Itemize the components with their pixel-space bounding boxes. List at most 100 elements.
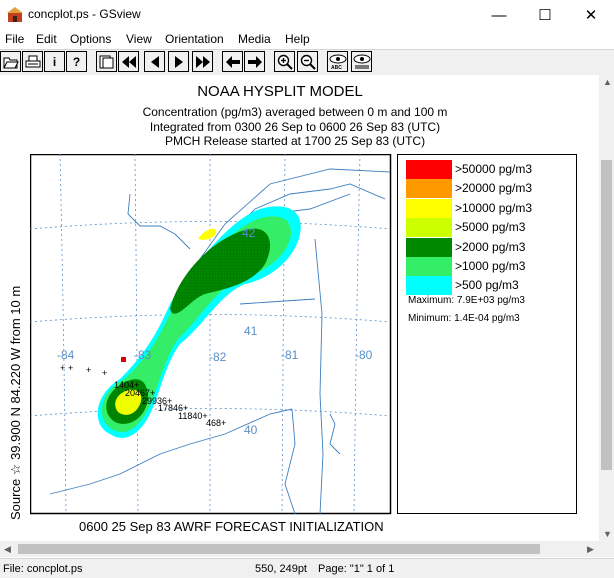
find-eye-icon: ABC xyxy=(329,54,346,70)
sampler-value-2: 20467+ xyxy=(125,388,155,398)
help-button[interactable]: ? xyxy=(66,51,87,72)
minimize-button[interactable]: — xyxy=(491,6,507,24)
legend-label: >10000 pg/m3 xyxy=(455,200,533,215)
horizontal-scroll-thumb[interactable] xyxy=(18,544,540,554)
legend-swatch xyxy=(406,198,452,218)
document-view[interactable]: NOAA HYSPLIT MODEL Concentration (pg/m3)… xyxy=(0,75,599,541)
plot-subtitle-line3: PMCH Release started at 1700 25 Sep 83 (… xyxy=(164,134,426,148)
legend-swatch xyxy=(406,237,452,257)
lat-label-42: 42 xyxy=(242,226,256,240)
zoom-out-button[interactable] xyxy=(297,51,318,72)
lat-label-41: 41 xyxy=(244,324,258,338)
lon-label-83: -83 xyxy=(134,348,152,362)
menu-file[interactable]: File xyxy=(5,32,25,46)
plot-footer: 0600 25 Sep 83 AWRF FORECAST INITIALIZAT… xyxy=(79,519,384,534)
menu-options[interactable]: Options xyxy=(70,32,112,46)
lon-label-82: -82 xyxy=(209,350,227,364)
prev-page-button[interactable] xyxy=(144,51,165,72)
window-title: concplot.ps - GSview xyxy=(28,7,141,21)
maximize-button[interactable]: ☐ xyxy=(538,7,552,24)
print-icon xyxy=(25,55,40,67)
plot-subtitle-line1: Concentration (pg/m3) averaged between 0… xyxy=(142,105,448,119)
zoom-in-icon xyxy=(277,54,293,70)
scroll-up-icon[interactable]: ▲ xyxy=(603,77,612,87)
find-next-button[interactable] xyxy=(351,51,372,72)
svg-text:+: + xyxy=(60,363,65,373)
open-button[interactable] xyxy=(0,51,21,72)
source-label: Source ☆ 39.900 N 84.220 W from 10 m xyxy=(8,285,23,520)
legend-maximum: Maximum: 7.9E+03 pg/m3 xyxy=(408,295,525,306)
first-page-button[interactable] xyxy=(118,51,139,72)
menu-view[interactable]: View xyxy=(126,32,152,46)
concentration-plume xyxy=(97,206,301,438)
legend-swatch xyxy=(406,160,452,179)
lon-label-81: -81 xyxy=(281,348,299,362)
legend-label: >2000 pg/m3 xyxy=(455,239,526,254)
svg-text:ABC: ABC xyxy=(331,65,342,70)
lon-label-84: -84 xyxy=(57,348,75,362)
legend-label: >50000 pg/m3 xyxy=(455,162,533,176)
status-file: File: concplot.ps xyxy=(3,563,83,575)
next-page-icon xyxy=(174,55,183,68)
gsview-app-icon[interactable] xyxy=(7,7,23,23)
last-page-icon xyxy=(195,55,210,68)
legend-swatch xyxy=(406,257,452,276)
find-button[interactable]: ABC xyxy=(327,51,348,72)
info-icon: i xyxy=(52,54,57,69)
legend-label: >20000 pg/m3 xyxy=(455,181,533,196)
scroll-left-icon[interactable]: ◀ xyxy=(4,544,11,554)
scrollbar-corner xyxy=(599,541,614,557)
legend-label: >1000 pg/m3 xyxy=(455,259,526,273)
sampler-value-5: 11840+ xyxy=(178,411,208,421)
sampler-value-3: 29936+ xyxy=(142,396,172,406)
forward-arrow-icon xyxy=(247,55,262,68)
goto-page-button[interactable] xyxy=(96,51,117,72)
concentration-map: -84 -83 -82 -81 -80 42 41 40 + + + + 1404+ … xyxy=(30,154,392,515)
find-next-eye-icon xyxy=(353,54,370,68)
goto-page-icon xyxy=(99,55,113,68)
print-button[interactable] xyxy=(22,51,43,72)
lon-label-80: -80 xyxy=(355,348,373,362)
help-icon: ? xyxy=(72,54,81,69)
sampler-value-4: 17846+ xyxy=(158,403,188,413)
vertical-scroll-thumb[interactable] xyxy=(601,160,612,470)
plot-title: NOAA HYSPLIT MODEL xyxy=(197,83,363,100)
legend-label: >500 pg/m3 xyxy=(455,278,519,293)
plot-subtitle-line2: Integrated from 0300 26 Sep to 0600 26 S… xyxy=(149,120,441,134)
svg-text:+: + xyxy=(102,368,107,378)
lat-label-40: 40 xyxy=(244,423,258,437)
status-page: Page: "1" 1 of 1 xyxy=(318,563,395,575)
horizontal-scrollbar[interactable]: ◀ ▶ xyxy=(0,541,599,557)
menu-media[interactable]: Media xyxy=(238,32,271,46)
vertical-scrollbar[interactable]: ▲ ▼ xyxy=(599,75,614,541)
scroll-right-icon[interactable]: ▶ xyxy=(587,544,594,554)
legend-swatch xyxy=(406,179,452,199)
svg-text:+: + xyxy=(86,365,91,375)
last-page-button[interactable] xyxy=(192,51,213,72)
menu-help[interactable]: Help xyxy=(285,32,310,46)
open-icon xyxy=(2,57,19,68)
legend-swatch xyxy=(406,276,452,296)
status-bar: File: concplot.ps 550, 249pt Page: "1" 1… xyxy=(0,558,614,578)
status-coordinates: 550, 249pt xyxy=(255,563,307,575)
prev-page-icon xyxy=(150,55,159,68)
back-button[interactable] xyxy=(222,51,243,72)
next-page-button[interactable] xyxy=(168,51,189,72)
scroll-down-icon[interactable]: ▼ xyxy=(603,529,612,539)
info-button[interactable]: i xyxy=(44,51,65,72)
toolbar: i ? ABC xyxy=(0,49,614,76)
zoom-in-button[interactable] xyxy=(274,51,295,72)
legend-panel: >50000 pg/m3 >20000 pg/m3 >10000 pg/m3 >500… xyxy=(397,154,577,514)
sampler-value-1: 1404+ xyxy=(114,380,139,390)
forward-button[interactable] xyxy=(244,51,265,72)
sampler-values: + + + + 1404+ 20467+ 29936+ 17846+ 11840+ 4… xyxy=(60,363,226,428)
map-coordinate-labels: -84 -83 -82 -81 -80 42 41 40 xyxy=(57,226,373,437)
legend-label: >5000 pg/m3 xyxy=(455,220,526,235)
back-arrow-icon xyxy=(225,55,240,68)
menu-orientation[interactable]: Orientation xyxy=(165,32,224,46)
legend-swatch xyxy=(406,218,452,238)
close-button[interactable]: ✕ xyxy=(584,7,598,24)
zoom-out-icon xyxy=(300,54,316,70)
menu-edit[interactable]: Edit xyxy=(36,32,57,46)
title-bar: concplot.ps - GSview — ☐ ✕ xyxy=(0,0,614,30)
